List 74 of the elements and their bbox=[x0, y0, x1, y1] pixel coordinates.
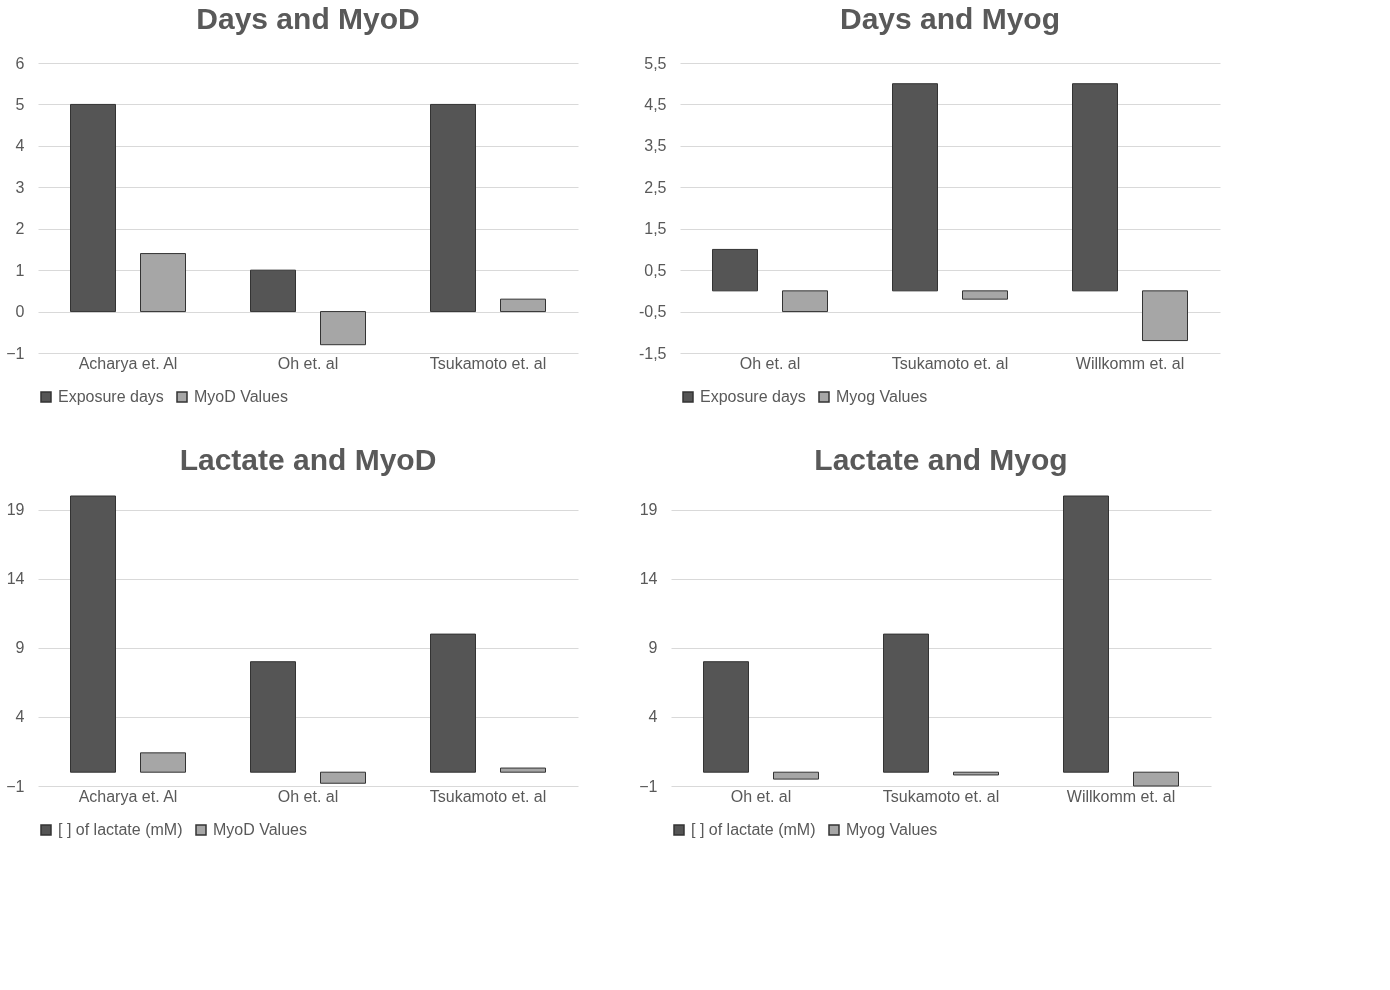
x-tick-label: Acharya et. Al bbox=[78, 354, 178, 372]
bar bbox=[430, 103, 476, 313]
y-tick-label: 0,5 bbox=[644, 261, 667, 279]
chart-title: Days and Myog bbox=[839, 2, 1061, 35]
x-tick-label: Tsukamoto et. al bbox=[882, 787, 1000, 805]
x-tick-label: Tsukamoto et. al bbox=[429, 354, 547, 372]
y-tick-label: 14 bbox=[6, 570, 25, 588]
bar bbox=[430, 633, 476, 773]
y-tick-label: 4 bbox=[15, 708, 25, 726]
legend-label: Myog Values bbox=[846, 821, 938, 838]
y-tick-label: -0,5 bbox=[638, 303, 667, 321]
bar bbox=[773, 771, 819, 780]
bar bbox=[883, 633, 929, 773]
y-tick-label: −1 bbox=[639, 777, 658, 795]
y-tick-label: 5 bbox=[15, 95, 25, 113]
chart-title: Lactate and Myog bbox=[814, 442, 1068, 476]
bar bbox=[1142, 290, 1188, 342]
y-tick-label: 4 bbox=[648, 708, 658, 726]
legend-label: [ ] of lactate (mM) bbox=[58, 821, 183, 838]
bar bbox=[320, 311, 366, 346]
y-tick-label: 1,5 bbox=[644, 220, 667, 238]
y-tick-label: 2 bbox=[15, 220, 25, 238]
bar bbox=[1072, 83, 1118, 292]
chart-title: Days and MyoD bbox=[196, 2, 420, 35]
y-tick-label: 2,5 bbox=[644, 178, 667, 196]
bar bbox=[140, 253, 186, 313]
bar bbox=[1133, 771, 1179, 787]
bar bbox=[320, 771, 366, 784]
x-tick-label: Acharya et. Al bbox=[78, 787, 178, 805]
legend-label: Myog Values bbox=[836, 388, 928, 405]
y-tick-label: 3 bbox=[15, 178, 25, 196]
x-tick-label: Tsukamoto et. al bbox=[891, 354, 1009, 372]
legend-label: [ ] of lactate (mM) bbox=[691, 821, 816, 838]
y-tick-label: 4,5 bbox=[644, 95, 667, 113]
y-tick-label: 9 bbox=[648, 639, 658, 657]
bar bbox=[953, 771, 999, 776]
bar bbox=[703, 661, 749, 773]
x-tick-label: Oh et. al bbox=[730, 787, 792, 805]
y-tick-label: 1 bbox=[15, 261, 25, 279]
y-tick-label: 5,5 bbox=[644, 54, 667, 72]
legend-label: MyoD Values bbox=[213, 821, 307, 838]
bar bbox=[1063, 495, 1109, 773]
bar bbox=[892, 83, 938, 292]
y-tick-label: 0 bbox=[15, 303, 25, 321]
x-tick-label: Tsukamoto et. al bbox=[429, 787, 547, 805]
y-tick-label: −1 bbox=[6, 344, 25, 362]
y-tick-label: 19 bbox=[639, 501, 658, 519]
chart-title: Lactate and MyoD bbox=[179, 442, 437, 476]
legend-label: Exposure days bbox=[58, 388, 164, 405]
y-tick-label: 19 bbox=[6, 501, 25, 519]
y-tick-label: 9 bbox=[15, 639, 25, 657]
bar bbox=[500, 298, 546, 313]
legend-label: Exposure days bbox=[700, 388, 806, 405]
x-tick-label: Willkomm et. al bbox=[1075, 354, 1185, 372]
bar bbox=[782, 290, 828, 313]
legend-label: MyoD Values bbox=[194, 388, 288, 405]
bar bbox=[70, 103, 116, 313]
x-tick-label: Oh et. al bbox=[277, 354, 339, 372]
bar bbox=[250, 661, 296, 773]
y-tick-label: 6 bbox=[15, 54, 25, 72]
y-tick-label: −1 bbox=[6, 777, 25, 795]
bar bbox=[500, 767, 546, 773]
bar bbox=[250, 269, 296, 313]
bar bbox=[962, 290, 1008, 300]
bar bbox=[70, 495, 116, 773]
y-tick-label: 14 bbox=[639, 570, 658, 588]
y-tick-label: 4 bbox=[15, 137, 25, 155]
x-tick-label: Oh et. al bbox=[277, 787, 339, 805]
x-tick-label: Oh et. al bbox=[739, 354, 801, 372]
y-tick-label: -1,5 bbox=[638, 344, 667, 362]
x-tick-label: Willkomm et. al bbox=[1066, 787, 1176, 805]
y-tick-label: 3,5 bbox=[644, 137, 667, 155]
bar bbox=[712, 248, 758, 292]
bar bbox=[140, 752, 186, 773]
